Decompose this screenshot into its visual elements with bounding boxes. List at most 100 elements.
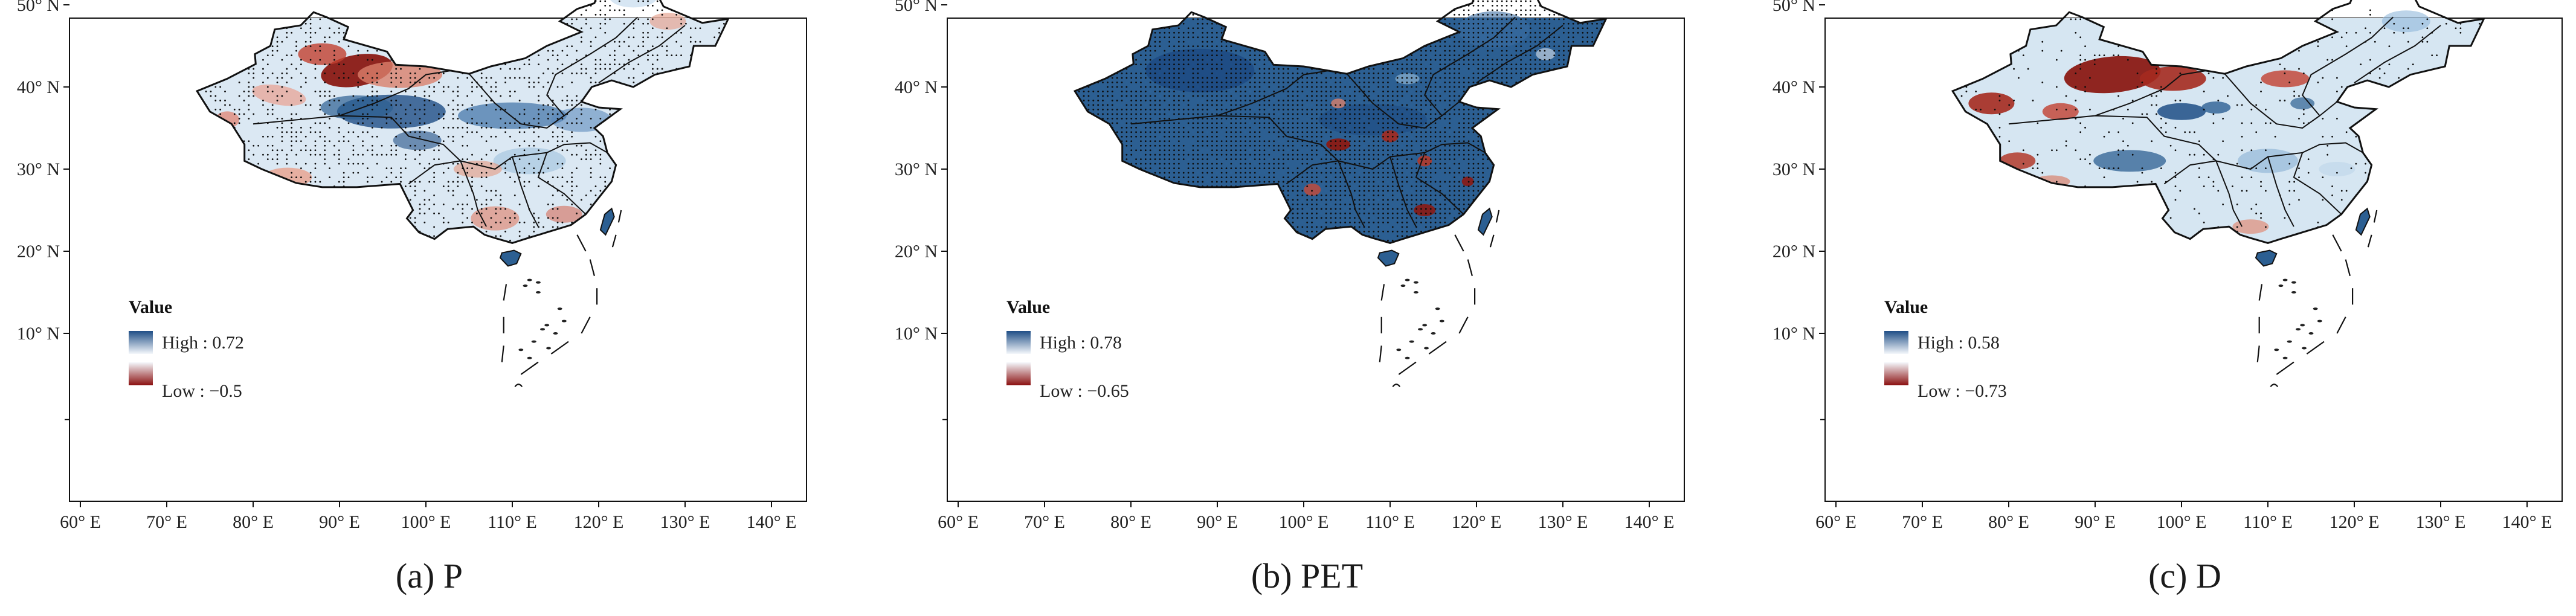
significance-dot [304, 135, 307, 138]
significance-dot [1301, 104, 1304, 106]
significance-dot [1501, 22, 1503, 25]
significance-dot [1391, 153, 1394, 156]
significance-dot [1235, 104, 1237, 106]
significance-dot [1391, 140, 1394, 143]
significance-dot [352, 149, 355, 152]
significance-dot [561, 222, 564, 223]
significance-dot [1358, 117, 1360, 120]
significance-dot [414, 194, 416, 196]
significance-dot [347, 158, 350, 161]
islet [2282, 356, 2288, 359]
significance-dot [2084, 86, 2086, 88]
significance-dot [2288, 204, 2291, 205]
significance-dot [1458, 185, 1460, 187]
significance-dot [1415, 204, 1418, 205]
significance-dot [1377, 131, 1380, 133]
significance-dot [1301, 86, 1304, 88]
significance-dot [1273, 176, 1275, 178]
map-panel-p: 60° E 70° E 80° E 90° E 100° E 110° E 120° E 13… [0, 0, 858, 616]
significance-dot [1420, 222, 1422, 223]
significance-dot [642, 36, 645, 39]
significance-dot [533, 86, 535, 88]
significance-dot [1168, 167, 1171, 170]
significance-dot [271, 72, 274, 74]
islet [2296, 328, 2301, 331]
significance-dot [1177, 27, 1180, 30]
significance-dot [1444, 149, 1446, 152]
significance-dot [371, 82, 373, 83]
islet [544, 324, 550, 327]
significance-dot [1477, 176, 1480, 178]
significance-dot [1173, 158, 1175, 161]
significance-dot [1434, 208, 1437, 210]
significance-dot [1140, 86, 1142, 88]
significance-dot [266, 153, 269, 156]
significance-dot [1249, 176, 1251, 178]
significance-dot [480, 162, 483, 165]
significance-dot [1463, 82, 1465, 83]
significance-dot [385, 122, 388, 124]
significance-dot [1396, 95, 1399, 97]
significance-dot [1225, 131, 1228, 133]
significance-dot [480, 135, 483, 138]
significance-dot [423, 144, 426, 147]
significance-dot [1187, 131, 1190, 133]
significance-dot [1420, 230, 1422, 233]
significance-dot [699, 27, 701, 30]
significance-dot [1268, 181, 1270, 183]
significance-dot [1263, 149, 1266, 152]
significance-dot [1230, 100, 1232, 101]
significance-dot [2279, 63, 2281, 65]
significance-dot [1449, 117, 1451, 120]
significance-dot [1206, 82, 1208, 83]
significance-dot [651, 54, 654, 57]
significance-dot [1202, 144, 1204, 147]
significance-dot [1454, 13, 1455, 16]
significance-dot [1164, 86, 1166, 88]
significance-dot [1211, 50, 1213, 52]
significance-dot [1377, 100, 1380, 101]
maritime-dash [2345, 259, 2351, 277]
significance-dot [514, 68, 516, 70]
significance-dot [1202, 167, 1204, 170]
value-patch [1331, 98, 1346, 109]
significance-dot [1154, 126, 1156, 129]
significance-dot [1368, 113, 1370, 115]
significance-dot [538, 95, 540, 97]
significance-dot [1415, 68, 1418, 70]
significance-dot [1401, 135, 1403, 138]
significance-dot [338, 100, 340, 101]
significance-dot [1425, 190, 1427, 192]
significance-dot [433, 194, 435, 196]
islet [535, 291, 541, 294]
significance-dot [390, 153, 393, 156]
significance-dot [1434, 194, 1437, 196]
significance-dot [523, 140, 526, 143]
x-tick-label: 110° E [1365, 512, 1415, 532]
significance-dot [1501, 31, 1503, 34]
significance-dot [1382, 144, 1384, 147]
significance-dot [2265, 190, 2267, 192]
maritime-dash [617, 210, 622, 223]
significance-dot [1429, 153, 1432, 156]
significance-dot [509, 95, 511, 97]
significance-dot [1415, 135, 1418, 138]
significance-dot [504, 217, 506, 219]
significance-dot [1406, 122, 1408, 124]
significance-dot [2075, 86, 2077, 88]
significance-dot [1472, 27, 1475, 30]
significance-dot [1377, 194, 1380, 196]
significance-dot [1206, 86, 1208, 88]
significance-dot [338, 153, 340, 156]
significance-dot [404, 167, 407, 170]
significance-dot [566, 45, 568, 48]
significance-dot [357, 100, 359, 101]
significance-dot [1249, 140, 1251, 143]
significance-dot [1192, 158, 1194, 161]
significance-dot [1121, 91, 1123, 92]
significance-dot [1525, 18, 1527, 21]
x-tick-label: 110° E [488, 512, 537, 532]
significance-dot [1125, 77, 1128, 79]
value-patch [2201, 101, 2231, 114]
significance-dot [571, 122, 573, 124]
